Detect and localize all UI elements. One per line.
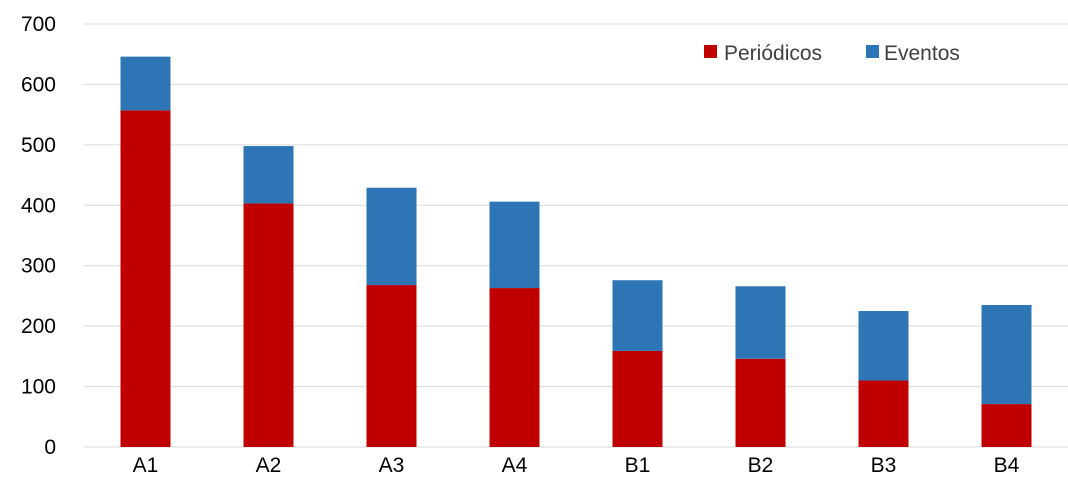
- bar-b1-eventos: [612, 280, 663, 351]
- bar-b3-eventos: [858, 311, 909, 381]
- bar-a1-eventos: [120, 56, 171, 111]
- bar-b4-eventos: [981, 304, 1032, 405]
- y-tick-label-100: 100: [21, 376, 56, 399]
- bar-a1-periodicos: [120, 110, 171, 448]
- bar-b2-eventos: [735, 286, 786, 359]
- legend-label-periodicos: Periódicos: [724, 42, 822, 65]
- bar-b3-periodicos: [858, 380, 909, 447]
- x-tick-label-b3: B3: [871, 454, 897, 477]
- x-tick-label-a4: A4: [502, 454, 528, 477]
- x-tick-label-a2: A2: [256, 454, 282, 477]
- legend-swatch-periodicos: [704, 45, 717, 58]
- bar-b4-periodicos: [981, 404, 1032, 447]
- y-tick-label-300: 300: [21, 255, 56, 278]
- bar-a2-eventos: [243, 146, 294, 204]
- y-tick-label-600: 600: [21, 73, 56, 96]
- y-axis: 0 100 200 300 400 500 600 700: [21, 13, 56, 459]
- legend-swatch-eventos: [866, 45, 879, 58]
- x-tick-label-a3: A3: [379, 454, 405, 477]
- x-tick-label-b4: B4: [994, 454, 1020, 477]
- bar-a3-eventos: [366, 187, 417, 286]
- x-tick-label-a1: A1: [133, 454, 159, 477]
- bar-a3-periodicos: [366, 285, 417, 447]
- bar-a4-periodicos: [489, 288, 540, 447]
- y-tick-label-0: 0: [44, 436, 56, 459]
- bar-b1-periodicos: [612, 350, 663, 447]
- bars: [120, 56, 1032, 448]
- x-axis: A1 A2 A3 A4 B1 B2 B3 B4: [133, 454, 1020, 477]
- bar-a4-eventos: [489, 201, 540, 289]
- bar-a2-periodicos: [243, 203, 294, 447]
- x-tick-label-b1: B1: [625, 454, 651, 477]
- y-tick-label-400: 400: [21, 194, 56, 217]
- y-tick-label-700: 700: [21, 13, 56, 36]
- legend: Periódicos Eventos: [704, 42, 960, 65]
- legend-label-eventos: Eventos: [884, 42, 960, 65]
- y-tick-label-200: 200: [21, 315, 56, 338]
- y-tick-label-500: 500: [21, 134, 56, 157]
- bar-b2-periodicos: [735, 358, 786, 447]
- x-tick-label-b2: B2: [748, 454, 774, 477]
- gridlines: [84, 23, 1068, 448]
